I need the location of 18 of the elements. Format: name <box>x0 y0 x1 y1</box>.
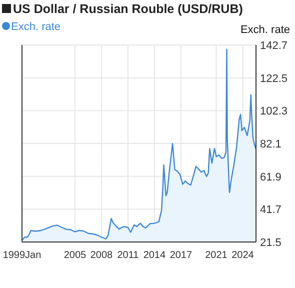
chart-title: US Dollar / Russian Rouble (USD/RUB) <box>13 2 243 16</box>
y-tick-label: 122.5 <box>260 72 288 85</box>
x-tick-label: 2014 <box>143 250 166 261</box>
x-tick-label: 2011 <box>117 250 140 261</box>
x-tick-label: 2021 <box>205 250 228 261</box>
y-tick-label: 21.5 <box>260 237 282 249</box>
y-tick-label: 82.1 <box>260 138 282 150</box>
x-tick-label: 2005 <box>64 250 87 261</box>
x-tick-label: 2024 <box>232 250 254 261</box>
y-tick-label: 102.3 <box>260 106 288 118</box>
x-tick-label: 2017 <box>170 250 193 261</box>
y-axis-title: Exch. rate <box>240 24 290 36</box>
legend-label: Exch. rate <box>11 21 61 33</box>
x-tick-label: 1999Jan <box>2 250 42 261</box>
y-tick-label: 41.7 <box>260 204 282 216</box>
x-tick-label: 2008 <box>90 250 114 261</box>
y-tick-label: 61.9 <box>260 171 282 184</box>
y-tick-label: 142.7 <box>260 40 288 52</box>
